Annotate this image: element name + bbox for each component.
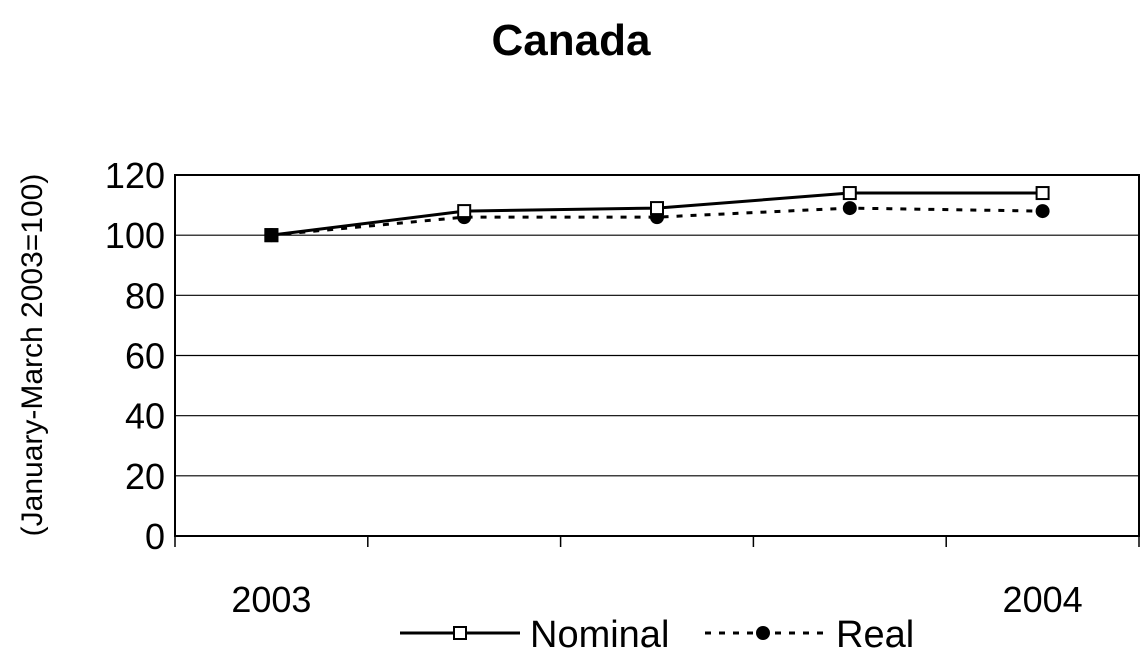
legend: Nominal Real [400,614,914,656]
data-point-nominal [1035,186,1050,201]
y-tick-label: 100 [105,215,165,256]
y-tick-label: 40 [125,396,165,437]
data-point-nominal [650,201,664,216]
data-point-real [1035,204,1050,219]
data-point-overlap [264,228,279,243]
plot-area-frame [174,174,1140,537]
series-nominal [264,186,1050,243]
legend-marker-nominal [453,626,467,640]
y-tick-label: 80 [125,275,165,316]
data-point-nominal [457,204,472,219]
x-tick-label: 2004 [1003,579,1083,620]
x-axis-tick-labels: 2003 2004 [231,579,1082,620]
data-point-nominal [842,186,857,201]
x-axis-ticks [174,536,1140,547]
y-axis-label: (January-March 2003=100) [16,174,49,537]
y-tick-label: 120 [105,155,165,196]
data-point-real [842,201,857,216]
series-layer [264,186,1050,243]
legend-label-nominal: Nominal [530,614,669,656]
y-tick-label: 0 [145,516,165,557]
legend-label-real: Real [836,614,914,656]
y-axis-tick-labels: 0 20 40 60 80 100 120 [105,155,165,557]
y-tick-label: 60 [125,336,165,377]
grid-lines [175,234,1139,477]
chart-title: Canada [492,16,651,65]
x-tick-label: 2003 [231,579,311,620]
y-tick-label: 20 [125,456,165,497]
series-line-real [271,206,1043,237]
legend-marker-real [756,626,770,640]
